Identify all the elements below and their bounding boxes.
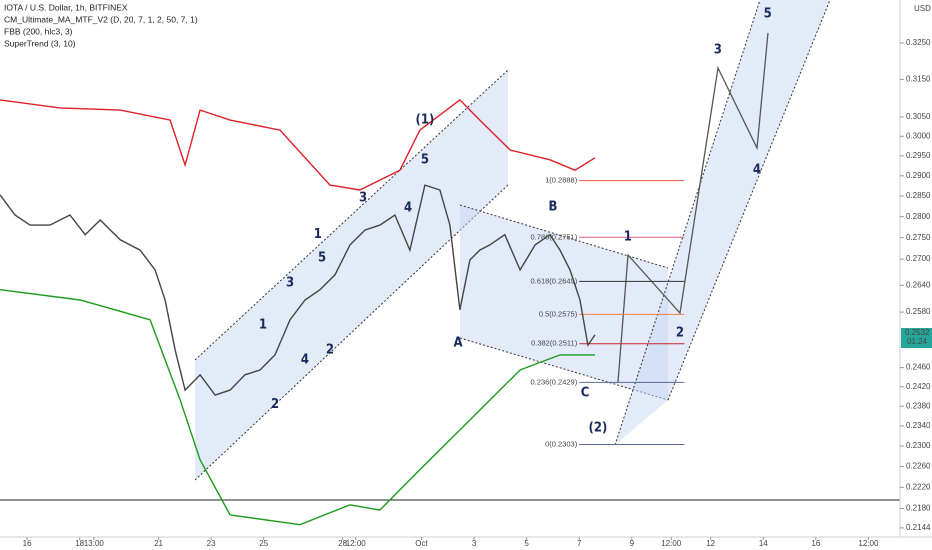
fib-label: 0.786(0.2751) [531,232,578,241]
y-tick-label: 0.2420 [906,382,931,391]
x-tick-label: 28 [338,539,347,548]
x-tick-label: Oct [415,539,428,548]
y-tick-label: 0.2950 [906,151,931,160]
indicator-label: CM_Ultimate_MA_MTF_V2 (D, 20, 7, 1, 2, 5… [4,14,198,24]
y-tick-label: 0.2340 [906,421,931,430]
fib-label: 0.236(0.2429) [531,377,578,386]
fib-label: 0(0.2303) [545,439,578,448]
x-tick-label: 5 [524,539,529,548]
fib-label: 0.5(0.2575) [539,309,578,318]
y-tick-label: 0.2640 [906,280,931,289]
wave-label: 3 [359,191,367,206]
y-tick-label: 0.3050 [906,112,931,121]
wave-label: 5 [764,6,772,21]
y-tick-label: 0.3250 [906,38,931,47]
x-tick-label: 16 [23,539,32,548]
chart-title: IOTA / U.S. Dollar, 1h, BITFINEX [4,2,128,12]
wave-label: 1 [624,229,632,244]
wave-label: B [548,200,557,215]
indicator-label: FBB (200, hlc3, 3) [4,26,73,36]
y-tick-label: 0.2580 [906,307,931,316]
channel-line [194,69,509,361]
y-tick-label: 0.2144 [906,523,931,532]
wave-label: 4 [301,353,309,368]
wave-label: C [581,386,590,401]
wave-label: 3 [286,276,294,291]
wave-label: 4 [753,163,761,178]
x-tick-label: 7 [577,539,582,548]
x-tick-label: 13:00 [84,539,105,548]
y-tick-label: 0.2260 [906,462,931,471]
last-price-label: 0.2532 [905,328,930,337]
y-tick-label: 0.2700 [906,254,931,263]
wave-label: 4 [404,200,412,215]
fib-label: 0.618(0.2649) [531,276,578,285]
wave-label: 5 [318,250,326,265]
y-tick-label: 0.2900 [906,171,931,180]
drawings [0,0,932,538]
indicator-label: SuperTrend (3, 10) [4,38,76,48]
fib-label: 1(0.2888) [545,176,578,185]
x-tick-label: 21 [154,539,163,548]
wave-label: 1 [314,227,322,242]
down-channel [460,205,668,400]
wave-label: (2) [588,420,607,435]
x-tick-label: 12:00 [346,539,367,548]
wave-label: 2 [326,342,334,357]
y-tick-label: 0.2180 [906,504,931,513]
fib-label: 0.382(0.2511) [531,339,578,348]
y-tick-label: 0.2750 [906,233,931,242]
y-tick-label: 0.2850 [906,191,931,200]
x-tick-label: 14 [759,539,768,548]
x-tick-label: 18 [75,539,84,548]
wave-label: 5 [421,152,429,167]
x-tick-label: 3 [472,539,477,548]
wave-label: 2 [271,397,279,412]
up-channel [195,70,508,480]
x-tick-label: 12 [706,539,715,548]
wave-label: (1) [415,113,434,128]
x-tick-label: 16 [811,539,820,548]
wave-label: 2 [676,326,684,341]
wave-label: 1 [259,317,267,332]
countdown-label: 01:24 [907,337,928,346]
x-tick-label: 23 [207,539,216,548]
x-tick-label: 12:00 [661,539,682,548]
wave-label: 3 [714,43,722,58]
projection-channel [615,0,830,445]
last-price-box [901,327,932,348]
y-tick-label: 0.2300 [906,441,931,450]
projection-path [617,32,769,383]
y-tick-label: 0.2220 [906,482,931,491]
currency-label: USD [914,4,931,13]
y-tick-label: 0.3000 [906,131,931,140]
y-tick-label: 0.2380 [906,401,931,410]
y-tick-label: 0.3150 [906,75,931,84]
wave-label: A [453,335,462,350]
y-tick-label: 0.2800 [906,212,931,221]
x-tick-label: 12:00 [858,539,879,548]
channel-line [459,204,669,269]
x-tick-label: 25 [259,539,268,548]
x-tick-label: 9 [630,539,635,548]
y-tick-label: 0.2460 [906,363,931,372]
series-line [0,184,596,396]
series-line [0,98,596,191]
series-line [0,289,595,526]
